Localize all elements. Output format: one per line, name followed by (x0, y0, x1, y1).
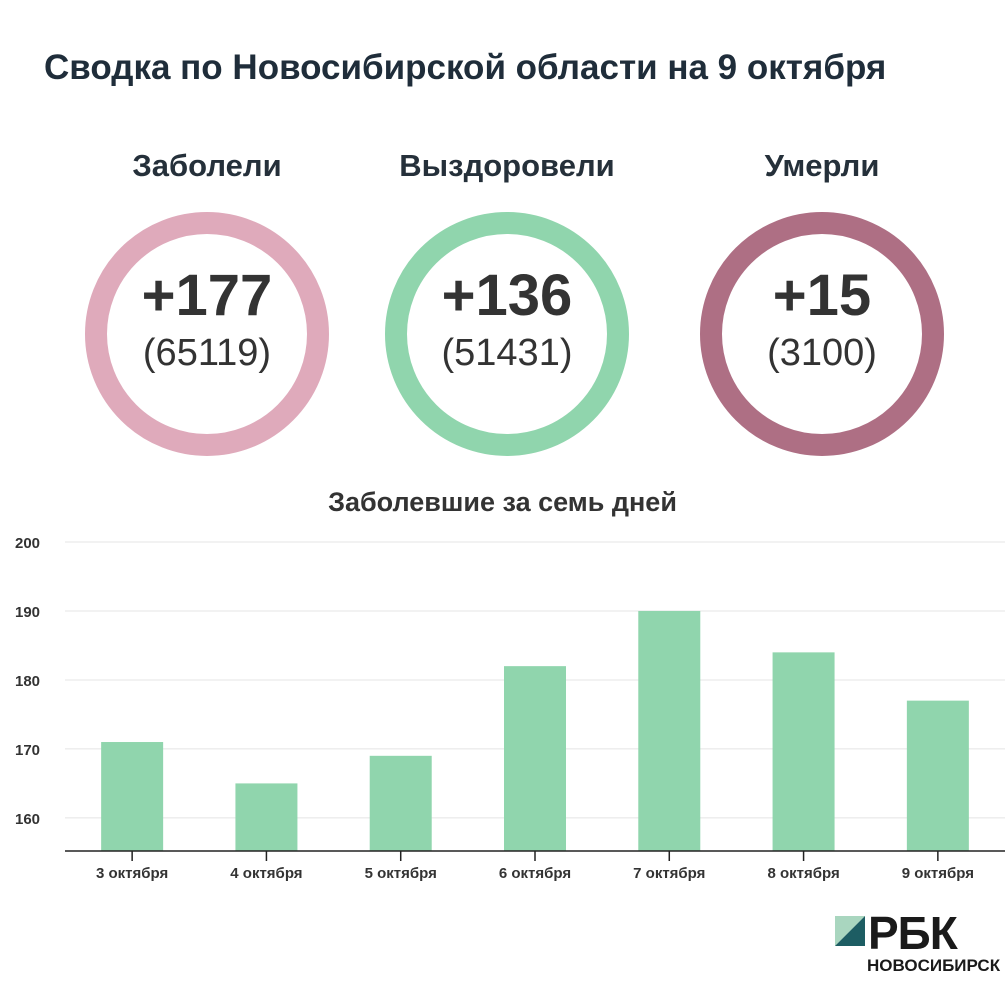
bar-chart: 160 170 180 190 200 3 октября 4 октября 5 октяб… (15, 535, 1005, 882)
bar (369, 755, 432, 851)
stat-delta: +15 (772, 263, 872, 328)
stat-total: (65119) (142, 332, 272, 374)
bar (101, 742, 164, 851)
bar (638, 610, 701, 851)
stat-label: Умерли (764, 148, 880, 183)
x-tick-label: 7 октября (633, 865, 705, 882)
bar (235, 783, 298, 851)
bar (906, 700, 969, 851)
y-tick-label: 190 (15, 604, 40, 621)
logo-city: НОВОСИБИРСК (867, 956, 1001, 975)
stat-label: Заболели (132, 148, 282, 183)
x-tick-label: 4 октября (230, 865, 302, 882)
y-tick-label: 160 (15, 811, 40, 828)
bar (504, 666, 566, 851)
stat-delta: +177 (141, 263, 273, 328)
stat-total: (51431) (441, 332, 573, 374)
stat-label: Выздоровели (399, 148, 615, 183)
logo-mark-icon (835, 916, 865, 946)
stat-deaths: Умерли +15 (3100) (672, 140, 972, 456)
x-tick-label: 9 октября (902, 865, 974, 882)
logo-word: РБК (868, 907, 958, 959)
stat-infected: Заболели +177 (65119) (57, 140, 357, 456)
stat-recovered: Выздоровели +136 (51431) (357, 140, 657, 456)
stat-delta: +136 (441, 263, 573, 328)
y-tick-label: 170 (15, 742, 40, 759)
x-tick-label: 8 октября (767, 865, 839, 882)
x-tick-label: 5 октября (365, 865, 437, 882)
x-tick-label: 3 октября (96, 865, 168, 882)
y-tick-label: 200 (15, 535, 40, 552)
x-tick-label: 6 октября (499, 865, 571, 882)
bar (772, 652, 835, 851)
chart-title: Заболевшие за семь дней (328, 487, 677, 517)
page-title: Сводка по Новосибирской области на 9 окт… (44, 48, 887, 87)
rbc-logo: РБК НОВОСИБИРСК (835, 907, 1005, 986)
ring-infected: +177 (65119) (85, 212, 329, 456)
y-tick-label: 180 (15, 673, 40, 690)
stat-total: (3100) (767, 332, 877, 374)
